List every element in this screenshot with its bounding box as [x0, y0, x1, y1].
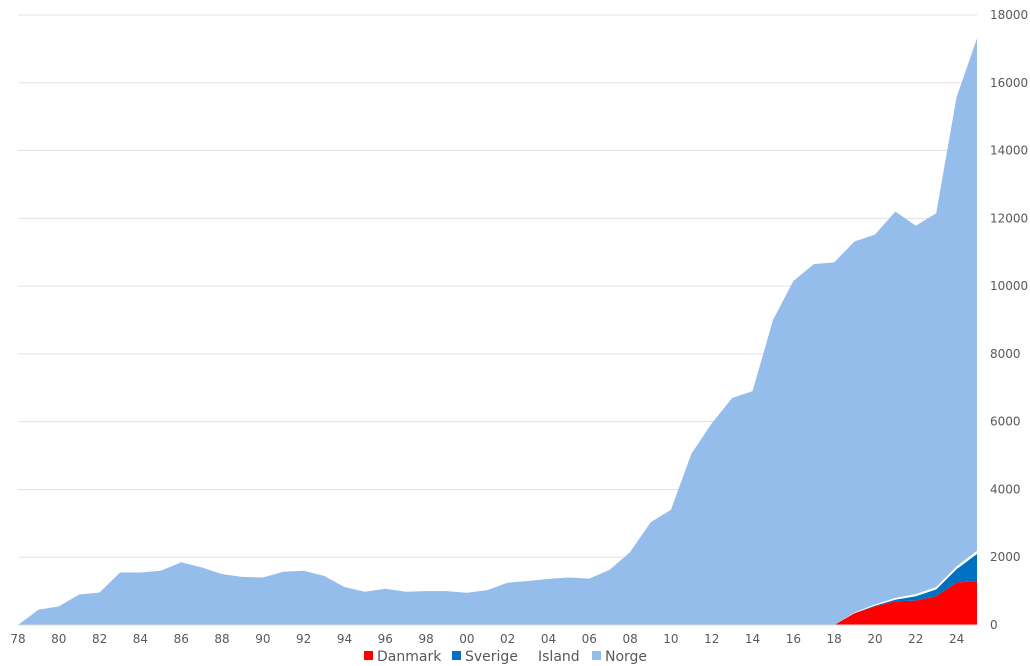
- x-tick-label: 00: [459, 632, 474, 646]
- x-tick-label: 10: [663, 632, 678, 646]
- x-tick-label: 78: [10, 632, 25, 646]
- x-tick-label: 06: [582, 632, 597, 646]
- legend-label-norge: Norge: [605, 649, 647, 665]
- x-tick-label: 86: [174, 632, 189, 646]
- legend-swatch-danmark: [364, 651, 373, 660]
- x-tick-label: 12: [704, 632, 719, 646]
- y-axis-ticks: 0 2000 4000 6000 8000 10000 12000 14000 16000 180…: [990, 8, 1028, 632]
- x-tick-label: 18: [827, 632, 842, 646]
- y-tick-label: 10000: [990, 279, 1028, 293]
- y-tick-label: 16000: [990, 76, 1028, 90]
- x-tick-label: 16: [786, 632, 801, 646]
- y-tick-label: 14000: [990, 144, 1028, 158]
- x-tick-label: 22: [908, 632, 923, 646]
- x-tick-label: 80: [51, 632, 66, 646]
- x-tick-label: 92: [296, 632, 311, 646]
- legend: Danmark Sverige Island Norge: [364, 649, 647, 665]
- gridlines: [18, 14, 977, 558]
- x-tick-label: 24: [949, 632, 964, 646]
- x-tick-label: 96: [378, 632, 393, 646]
- x-tick-label: 84: [133, 632, 148, 646]
- x-tick-label: 02: [500, 632, 515, 646]
- x-tick-label: 08: [622, 632, 637, 646]
- y-tick-label: 18000: [990, 8, 1028, 22]
- x-tick-label: 98: [418, 632, 433, 646]
- y-tick-label: 4000: [990, 482, 1021, 496]
- area-series: [18, 38, 977, 625]
- legend-label-sverige: Sverige: [465, 649, 518, 665]
- y-tick-label: 12000: [990, 211, 1028, 225]
- x-tick-label: 90: [255, 632, 270, 646]
- x-tick-label: 14: [745, 632, 760, 646]
- x-tick-label: 20: [867, 632, 882, 646]
- area-norge: [18, 38, 977, 625]
- legend-label-island: Island: [538, 649, 580, 665]
- x-tick-label: 04: [541, 632, 556, 646]
- legend-label-danmark: Danmark: [377, 649, 442, 665]
- y-tick-label: 0: [990, 618, 998, 632]
- x-tick-label: 88: [214, 632, 229, 646]
- x-tick-label: 94: [337, 632, 352, 646]
- legend-swatch-sverige: [452, 651, 461, 660]
- y-tick-label: 2000: [990, 550, 1021, 564]
- x-tick-label: 82: [92, 632, 107, 646]
- area-danmark: [18, 580, 977, 625]
- y-tick-label: 8000: [990, 347, 1021, 361]
- x-axis-ticks: 78 80 82 84 86 88 90 92 94 96 98 00 02 04 06 08 10 12 14 16…: [10, 632, 964, 646]
- legend-swatch-island: [525, 651, 534, 660]
- y-tick-label: 6000: [990, 415, 1021, 429]
- legend-swatch-norge: [592, 651, 601, 660]
